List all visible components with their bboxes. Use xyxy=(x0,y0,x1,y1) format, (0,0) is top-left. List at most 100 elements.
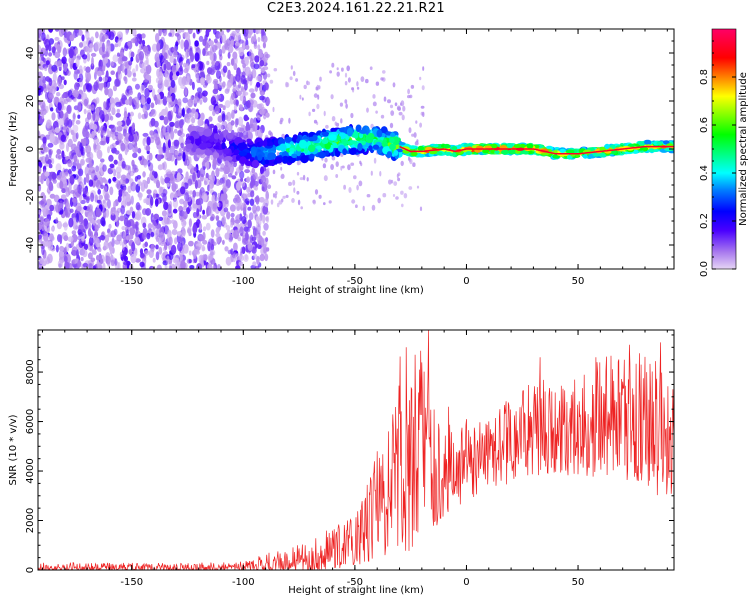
spectrogram-speckle xyxy=(407,88,410,95)
spectrogram-speckle xyxy=(38,29,42,34)
spectrogram-speckle xyxy=(241,215,247,225)
spectrogram-speckle xyxy=(48,163,53,169)
spectrogram-speckle xyxy=(112,54,119,63)
spectrogram-speckle xyxy=(126,220,132,228)
spectrogram-speckle xyxy=(288,181,292,186)
spectrogram-speckle xyxy=(83,98,89,107)
spectrogram-speckle xyxy=(76,249,79,259)
spectrogram-speckle xyxy=(52,46,56,56)
x-tick-label: 50 xyxy=(572,577,585,588)
spectrogram-speckle xyxy=(61,94,66,99)
spectrogram-speckle xyxy=(179,65,183,72)
spectrogram-y-ticks: -40 -20 0 20 40 xyxy=(25,28,674,270)
spectrogram-ridge-blob xyxy=(390,132,396,137)
spectrogram-speckle xyxy=(114,239,121,245)
spectrogram-ridge-blob xyxy=(224,156,233,161)
spectrogram-speckle xyxy=(260,67,266,74)
spectrogram-speckle xyxy=(72,124,79,133)
spectrogram-ridge-blob xyxy=(273,138,280,147)
spectrogram-speckle xyxy=(189,190,193,195)
spectrogram-speckle xyxy=(392,82,396,88)
spectrogram-speckle xyxy=(122,241,125,252)
spectrogram-speckle xyxy=(159,241,166,246)
spectrogram-speckle xyxy=(115,112,121,118)
spectrogram-speckle xyxy=(161,178,165,185)
spectrogram-speckle xyxy=(169,121,175,127)
colorbar-label: Normalized spectral amplitude xyxy=(738,72,749,226)
spectrogram-speckle xyxy=(389,104,394,109)
spectrogram-speckle xyxy=(121,160,126,169)
spectrogram-ridge-blob xyxy=(328,134,337,141)
spectrogram-speckle xyxy=(162,96,168,106)
spectrogram-speckle xyxy=(215,232,221,238)
spectrogram-speckle xyxy=(197,92,203,99)
spectrogram-speckle xyxy=(246,176,251,183)
spectrogram-speckle xyxy=(240,74,246,85)
spectrogram-speckle xyxy=(170,129,175,140)
spectrogram-speckle xyxy=(262,214,266,224)
spectrogram-speckle xyxy=(83,205,88,211)
spectrogram-speckle xyxy=(166,182,170,187)
spectrogram-speckle xyxy=(135,64,139,72)
spectrogram-speckle xyxy=(104,56,108,64)
spectrogram-speckle xyxy=(236,84,241,91)
spectrogram-speckle xyxy=(150,175,155,180)
spectrogram-speckle xyxy=(191,81,195,91)
spectrogram-speckle xyxy=(187,226,192,234)
spectrogram-speckle xyxy=(97,254,102,260)
spectrogram-speckle xyxy=(266,73,271,78)
spectrogram-speckle xyxy=(179,230,186,238)
spectrogram-speckle xyxy=(202,83,208,88)
spectrogram-speckle xyxy=(106,128,110,138)
spectrogram-ridge-blob xyxy=(318,151,326,159)
spectrogram-speckle xyxy=(124,68,128,76)
spectrogram-speckle xyxy=(110,213,116,221)
spectrogram-speckle xyxy=(61,187,66,194)
spectrogram-ridge-blob xyxy=(452,146,458,151)
spectrogram-speckle xyxy=(148,152,153,161)
spectrogram-speckle xyxy=(134,250,138,256)
spectrogram-speckle xyxy=(214,38,218,44)
spectrogram-speckle xyxy=(48,63,52,70)
spectrogram-speckle xyxy=(215,167,220,178)
spectrogram-speckle xyxy=(415,120,418,124)
spectrogram-speckle xyxy=(155,227,161,238)
spectrogram-speckle xyxy=(38,209,41,214)
spectrogram-speckle xyxy=(306,177,309,182)
spectrogram-ridge-blob xyxy=(501,149,509,155)
spectrogram-speckle xyxy=(114,78,120,87)
spectrogram-speckle xyxy=(138,34,143,45)
spectrogram-ridge-blob xyxy=(389,138,395,143)
spectrogram-speckle xyxy=(250,92,256,99)
spectrogram-ridge-blob xyxy=(443,143,451,149)
spectrogram-speckle xyxy=(248,212,254,221)
spectrogram-speckle xyxy=(180,260,186,269)
spectrogram-ridge-blob xyxy=(559,148,566,153)
spectrogram-speckle xyxy=(393,181,398,187)
spectrogram-speckle xyxy=(77,102,82,111)
spectrogram-speckle xyxy=(255,195,260,205)
spectrogram-speckle xyxy=(86,52,91,62)
spectrogram-speckle xyxy=(199,99,203,105)
spectrogram-speckle xyxy=(155,235,159,242)
spectrogram-speckle xyxy=(191,203,197,211)
spectrogram-speckle xyxy=(226,111,232,122)
spectrogram-speckle xyxy=(222,239,225,245)
spectrogram-speckle xyxy=(139,43,144,51)
spectrogram-speckle xyxy=(209,123,215,129)
spectrogram-speckle xyxy=(410,84,415,89)
spectrogram-speckle xyxy=(249,198,255,206)
spectrogram-speckle xyxy=(123,213,130,219)
spectrogram-speckle xyxy=(48,149,52,158)
spectrogram-speckle xyxy=(182,76,187,85)
spectrogram-ridge-blob xyxy=(312,134,318,141)
spectrogram-speckle xyxy=(38,166,42,174)
spectrogram-speckle xyxy=(256,205,261,212)
spectrogram-speckle xyxy=(43,233,49,242)
spectrogram-speckle xyxy=(71,259,76,265)
spectrogram-speckle xyxy=(209,216,214,222)
spectrogram-speckle xyxy=(161,108,168,116)
spectrogram-speckle xyxy=(104,186,108,193)
spectrogram-speckle xyxy=(151,88,156,98)
spectrogram-speckle xyxy=(353,175,357,180)
